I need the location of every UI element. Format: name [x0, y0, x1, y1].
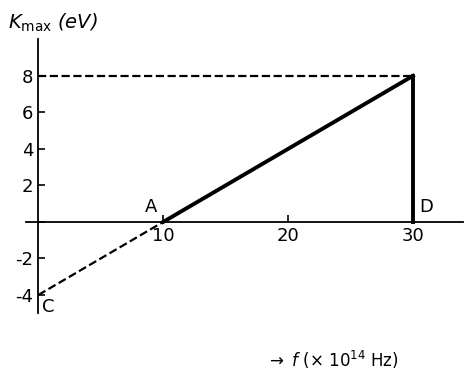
Text: $\rightarrow$ $f$ ($\times$ 10$^{14}$ Hz): $\rightarrow$ $f$ ($\times$ 10$^{14}$ Hz…: [266, 349, 399, 371]
Text: C: C: [42, 298, 55, 316]
Text: $K_{\mathrm{max}}$ (eV): $K_{\mathrm{max}}$ (eV): [9, 12, 98, 34]
Text: D: D: [419, 199, 433, 216]
Text: A: A: [145, 199, 157, 216]
